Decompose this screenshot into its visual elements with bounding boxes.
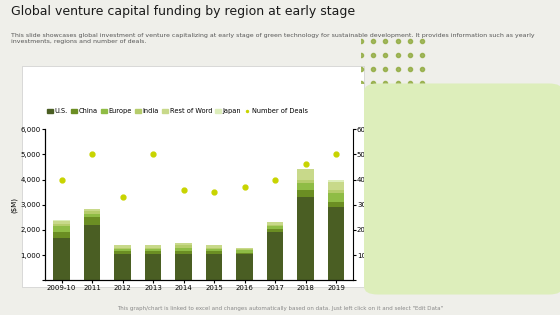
Bar xyxy=(175,251,192,254)
Bar xyxy=(114,245,131,248)
Bar xyxy=(83,217,100,225)
Bar xyxy=(236,249,253,250)
Bar xyxy=(267,229,283,232)
Legend: U.S., China, Europe, India, Rest of Word, Japan, Number of Deals: U.S., China, Europe, India, Rest of Word… xyxy=(45,106,311,117)
Bar xyxy=(83,225,100,280)
Bar xyxy=(328,193,344,202)
Bar xyxy=(328,182,344,190)
Bar xyxy=(175,243,192,245)
Bar xyxy=(297,180,314,183)
Circle shape xyxy=(501,93,535,132)
Bar xyxy=(328,190,344,193)
Bar xyxy=(328,207,344,280)
Bar xyxy=(267,222,283,225)
Text: Global venture capital funding by region at early stage: Global venture capital funding by region… xyxy=(11,5,356,18)
Bar xyxy=(53,232,70,238)
Text: •: • xyxy=(388,251,393,261)
Bar xyxy=(236,253,253,254)
Bar xyxy=(175,248,192,251)
Text: •: • xyxy=(388,150,393,159)
Bar xyxy=(53,224,70,226)
Bar xyxy=(175,245,192,248)
Bar xyxy=(328,180,344,182)
Bar xyxy=(53,221,70,224)
Bar xyxy=(144,254,161,280)
Text: Add text here: Add text here xyxy=(402,251,449,257)
Bar xyxy=(53,226,70,232)
Text: US is the leader in venture capitalizing at early stage of green technology: US is the leader in venture capitalizing… xyxy=(402,150,547,163)
Text: •: • xyxy=(388,199,393,208)
Bar xyxy=(175,254,192,280)
Bar xyxy=(328,202,344,207)
Bar xyxy=(144,251,161,254)
Bar xyxy=(206,248,222,249)
Bar xyxy=(206,249,222,251)
Bar xyxy=(206,251,222,254)
Bar xyxy=(53,220,70,221)
Bar xyxy=(206,245,222,248)
Bar xyxy=(83,209,100,211)
Bar xyxy=(297,183,314,190)
Bar xyxy=(53,238,70,280)
Bar xyxy=(267,225,283,226)
Bar xyxy=(144,249,161,251)
FancyBboxPatch shape xyxy=(375,88,552,138)
Text: In 2019 tell investment fell from $1.92 bn to $1.62bn. US is still ahead of othe: In 2019 tell investment fell from $1.92 … xyxy=(402,199,558,212)
Bar xyxy=(267,232,283,280)
Bar xyxy=(114,248,131,249)
Y-axis label: Number of Deals: Number of Deals xyxy=(373,175,379,234)
Text: Key Insights: Key Insights xyxy=(395,108,458,117)
Bar xyxy=(114,249,131,251)
Text: This graph/chart is linked to excel and changes automatically based on data. Jus: This graph/chart is linked to excel and … xyxy=(117,306,443,311)
Bar xyxy=(297,169,314,180)
Y-axis label: ($M): ($M) xyxy=(11,197,17,213)
Bar xyxy=(267,226,283,229)
Bar xyxy=(236,250,253,253)
Bar xyxy=(114,251,131,254)
Text: This slide showcases global investment of venture capitalizing at early stage of: This slide showcases global investment o… xyxy=(11,33,535,44)
Bar xyxy=(144,245,161,248)
Bar xyxy=(144,248,161,249)
Bar xyxy=(236,248,253,249)
Bar xyxy=(83,214,100,217)
Text: 🔍: 🔍 xyxy=(516,110,520,116)
Bar xyxy=(114,254,131,280)
Bar xyxy=(297,197,314,280)
Bar xyxy=(297,190,314,197)
Bar xyxy=(206,254,222,280)
Bar xyxy=(236,254,253,280)
Bar xyxy=(83,211,100,214)
